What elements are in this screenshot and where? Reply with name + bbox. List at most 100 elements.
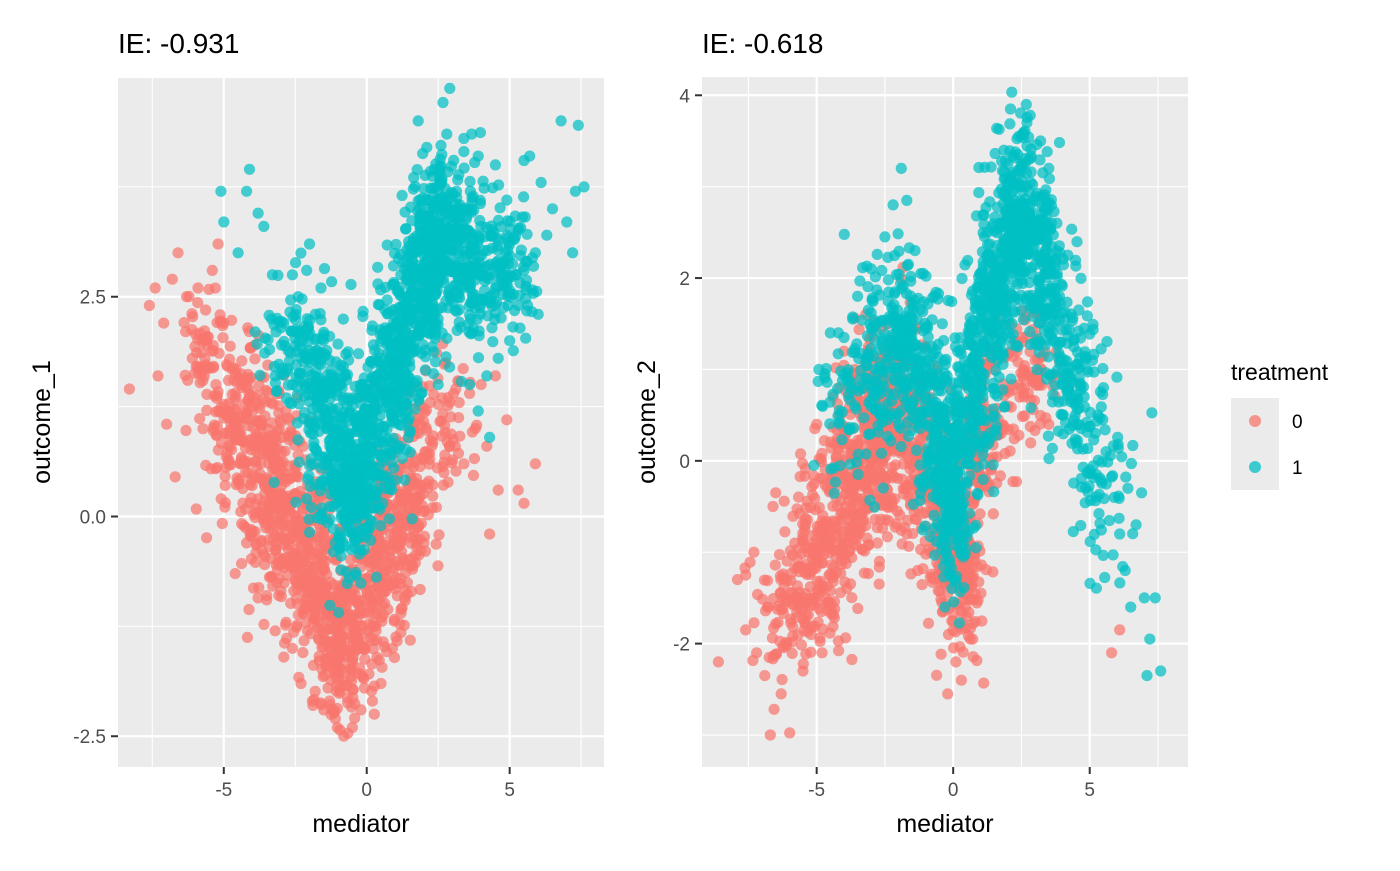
data-point — [740, 570, 751, 581]
data-point — [315, 510, 326, 521]
data-point — [361, 508, 372, 519]
data-point — [349, 512, 360, 523]
data-point — [357, 642, 368, 653]
data-point — [541, 230, 552, 241]
data-point — [310, 383, 321, 394]
data-point — [779, 496, 790, 507]
data-point — [447, 244, 458, 255]
data-point — [846, 491, 857, 502]
data-point — [324, 514, 335, 525]
data-point — [291, 346, 302, 357]
data-point — [504, 216, 515, 227]
data-point — [365, 535, 376, 546]
data-point — [428, 389, 439, 400]
data-point — [317, 476, 328, 487]
data-point — [942, 688, 953, 699]
data-point — [489, 314, 500, 325]
data-point — [403, 335, 414, 346]
data-point — [974, 508, 985, 519]
data-point — [399, 474, 410, 485]
data-point — [335, 597, 346, 608]
data-point — [464, 379, 475, 390]
data-point — [308, 442, 319, 453]
data-point — [431, 275, 442, 286]
data-point — [1005, 445, 1016, 456]
data-point — [748, 547, 759, 558]
data-point — [462, 262, 473, 273]
data-point — [407, 564, 418, 575]
data-point — [759, 670, 770, 681]
data-point — [425, 183, 436, 194]
data-point — [452, 325, 463, 336]
data-point — [367, 407, 378, 418]
data-point — [313, 534, 324, 545]
data-point — [192, 282, 203, 293]
data-point — [461, 211, 472, 222]
data-point — [305, 357, 316, 368]
data-point — [422, 317, 433, 328]
data-point — [344, 572, 355, 583]
data-point — [355, 578, 366, 589]
data-point — [288, 552, 299, 563]
data-point — [232, 472, 243, 483]
data-point — [217, 518, 228, 529]
data-point — [430, 255, 441, 266]
panel-title: IE: -0.618 — [702, 28, 823, 59]
data-point — [490, 283, 501, 294]
data-point — [770, 560, 781, 571]
data-point — [337, 485, 348, 496]
data-point — [966, 593, 977, 604]
data-point — [290, 257, 301, 268]
data-point — [820, 529, 831, 540]
data-point — [807, 489, 818, 500]
data-point — [371, 602, 382, 613]
data-point — [312, 554, 323, 565]
data-point — [858, 412, 869, 423]
data-point — [278, 514, 289, 525]
data-point — [439, 450, 450, 461]
data-point — [824, 628, 835, 639]
x-axis-title: mediator — [312, 810, 409, 838]
data-point — [789, 592, 800, 603]
data-point — [816, 448, 827, 459]
data-point — [936, 649, 947, 660]
data-point — [304, 527, 315, 538]
data-point — [197, 423, 208, 434]
data-point — [332, 703, 343, 714]
data-point — [375, 520, 386, 531]
data-point — [124, 383, 135, 394]
data-point — [863, 305, 874, 316]
data-point — [867, 387, 878, 398]
data-point — [430, 356, 441, 367]
data-point — [883, 274, 894, 285]
data-point — [874, 556, 885, 567]
data-point — [436, 173, 447, 184]
data-point — [802, 514, 813, 525]
data-point — [775, 574, 786, 585]
data-point — [508, 345, 519, 356]
data-point — [795, 448, 806, 459]
data-point — [437, 408, 448, 419]
data-point — [248, 509, 259, 520]
data-point — [393, 287, 404, 298]
x-tick-label: 5 — [504, 780, 515, 801]
data-point — [487, 182, 498, 193]
data-point — [435, 140, 446, 151]
data-point — [839, 229, 850, 240]
data-point — [408, 462, 419, 473]
data-point — [451, 261, 462, 272]
data-point — [398, 325, 409, 336]
data-point — [144, 300, 155, 311]
data-point — [444, 83, 455, 94]
data-point — [318, 704, 329, 715]
data-point — [806, 629, 817, 640]
data-point — [241, 186, 252, 197]
data-point — [241, 537, 252, 548]
data-point — [290, 497, 301, 508]
data-point — [811, 419, 822, 430]
data-point — [368, 492, 379, 503]
data-point — [284, 306, 295, 317]
data-point — [410, 550, 421, 561]
data-point — [287, 379, 298, 390]
